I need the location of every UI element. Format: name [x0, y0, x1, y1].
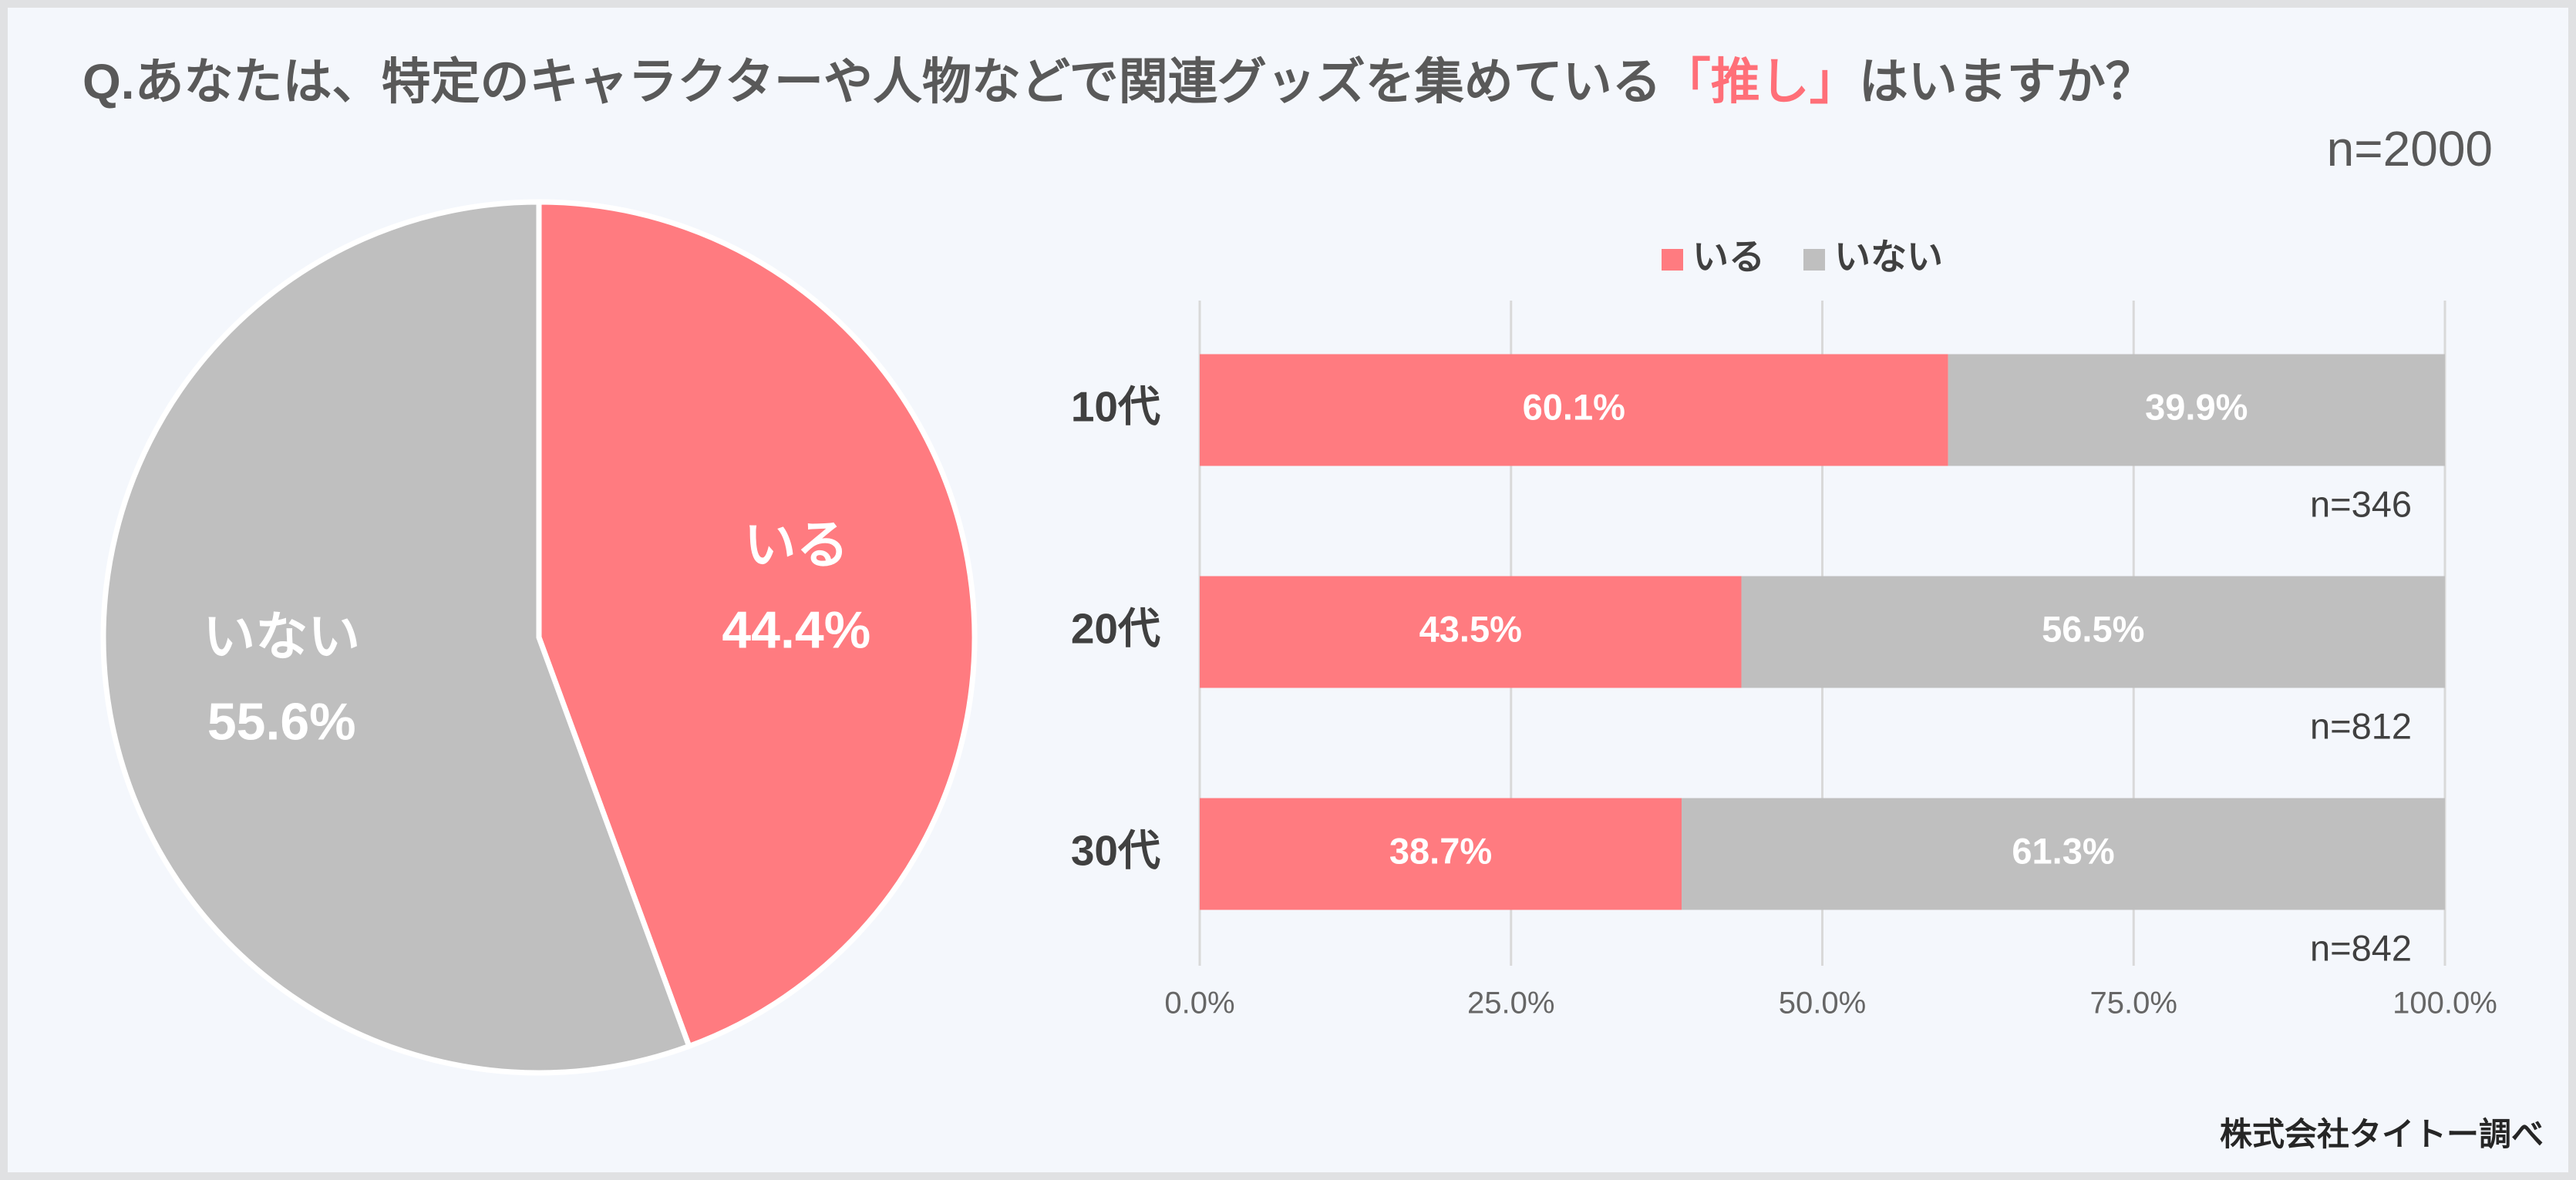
x-tick-label: 75.0% [2090, 987, 2177, 1020]
legend-label: いない [1834, 236, 1943, 277]
x-tick-label: 0.0% [1164, 987, 1234, 1020]
bar-value-label: 43.5% [1419, 608, 1522, 649]
category-note: n=842 [2310, 927, 2412, 968]
y-tick-label: 10代 [1071, 383, 1160, 431]
legend: いる いない [1662, 236, 1943, 277]
pie-category-label: いない [203, 607, 360, 666]
bar-value-label: 60.1% [1523, 386, 1625, 427]
x-tick-label: 100.0% [2392, 987, 2497, 1020]
y-tick-label: 20代 [1071, 605, 1160, 653]
bar-value-label: 61.3% [2012, 830, 2114, 871]
legend-swatch [1662, 249, 1683, 271]
sample-size: n=2000 [2327, 121, 2493, 176]
title: Q.あなたは、特定のキャラクターや人物などで関連グッズを集めている「推し」はいま… [82, 54, 2155, 109]
bar [1200, 576, 1742, 688]
category-note: n=346 [2310, 483, 2412, 524]
title-part: 「推し」 [1662, 54, 1859, 109]
pie-category-label: いる [744, 516, 849, 575]
bar-value-label: 56.5% [2042, 608, 2144, 649]
bar [1682, 798, 2445, 910]
bar-value-label: 38.7% [1389, 830, 1492, 871]
source: 株式会社タイトー調べ [2220, 1116, 2544, 1152]
bar-value-label: 39.9% [2145, 386, 2248, 427]
pie-value-label: 55.6% [207, 692, 356, 751]
pie-slice [100, 199, 693, 1076]
legend-swatch [1803, 249, 1825, 271]
category-note: n=812 [2310, 705, 2412, 746]
y-tick-label: 30代 [1071, 827, 1160, 875]
bar [1741, 576, 2445, 688]
pie-slice [536, 199, 978, 1050]
title-part: Q.あなたは、特定のキャラクターや人物などで関連グッズを集めている [82, 54, 1662, 109]
bar [1948, 354, 2445, 466]
pie-value-label: 44.4% [722, 601, 870, 660]
legend-label: いる [1692, 236, 1765, 277]
bar [1200, 354, 1948, 466]
title-part: はいますか？ [1859, 54, 2155, 109]
bar [1200, 798, 1682, 910]
x-tick-label: 50.0% [1779, 987, 1866, 1020]
x-tick-label: 25.0% [1467, 987, 1554, 1020]
